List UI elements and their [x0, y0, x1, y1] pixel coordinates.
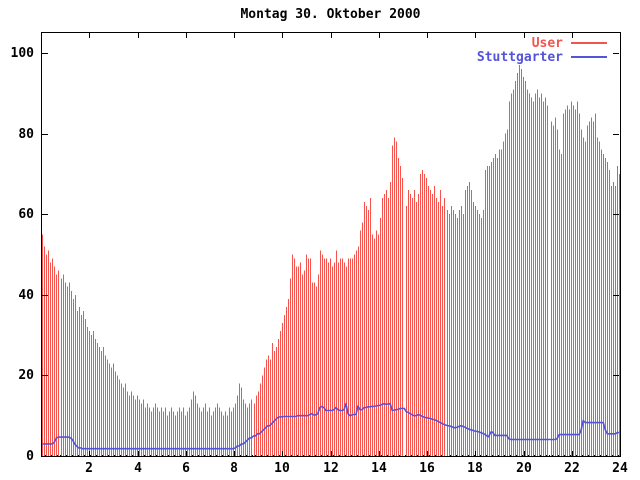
x-tick-label: 8 [230, 461, 238, 476]
x-tick-label: 4 [134, 461, 142, 476]
x-tick-label: 14 [371, 461, 387, 476]
x-tick-label: 2 [85, 461, 93, 476]
x-tick-label: 20 [516, 461, 532, 476]
stuttgarter-line [42, 402, 620, 450]
plot-border [41, 32, 621, 457]
legend-entry-user: User [477, 35, 607, 51]
legend-entry-stuttgarter: Stuttgarter [476, 49, 607, 65]
x-tick-label: 6 [182, 461, 190, 476]
y-tick-label: 20 [18, 367, 34, 383]
y-tick-label: 100 [10, 45, 34, 61]
legend-line-stuttgarter [571, 56, 607, 58]
legend-label-user: User [531, 35, 563, 51]
legend-line-user [571, 42, 607, 44]
x-tick-label: 16 [419, 461, 435, 476]
x-tick-label: 10 [274, 461, 290, 476]
x-tick-label: 12 [323, 461, 339, 476]
x-tick-label: 22 [564, 461, 580, 476]
y-tick-label: 0 [26, 448, 34, 464]
legend-label-stuttgarter: Stuttgarter [476, 49, 563, 65]
legend: User Stuttgarter [476, 35, 607, 65]
y-tick-label: 40 [18, 287, 34, 303]
y-tick-label: 60 [18, 206, 34, 222]
y-tick-label: 80 [18, 126, 34, 142]
x-tick-label: 18 [467, 461, 483, 476]
x-tick-label: 24 [612, 461, 628, 476]
chart-title: Montag 30. Oktober 2000 [240, 7, 421, 22]
